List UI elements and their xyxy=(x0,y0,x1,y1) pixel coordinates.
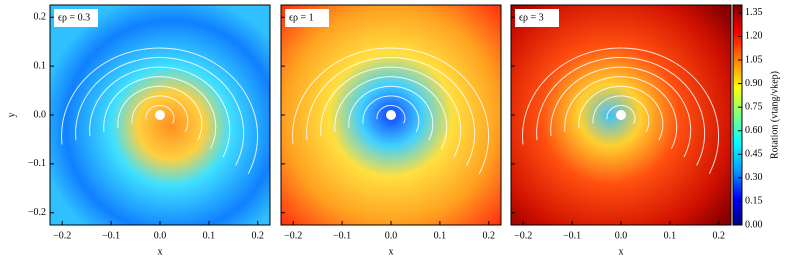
x-axis-label: x xyxy=(158,246,163,257)
x-tick-label: 0.1 xyxy=(434,230,447,241)
x-axis-label: x xyxy=(619,246,624,257)
x-tick-label: 0.2 xyxy=(713,230,726,241)
colorbar-tick-label: 0.30 xyxy=(745,172,763,183)
colorbar-label: Rotation (vtang/vkep) xyxy=(769,71,780,159)
colorbar-tick-label: 0.45 xyxy=(745,149,763,160)
colorbar-tick-label: 0.75 xyxy=(745,101,763,112)
streamline xyxy=(606,104,636,124)
x-tick-label: −0.2 xyxy=(284,230,302,241)
x-tick-label: −0.1 xyxy=(563,230,581,241)
streamline xyxy=(550,66,692,158)
panel-label: ϵρ = 3 xyxy=(519,12,544,23)
center-dot xyxy=(616,110,626,120)
x-tick-label: 0.0 xyxy=(154,230,167,241)
x-tick-label: 0.1 xyxy=(664,230,677,241)
panel-label: ϵρ = 1 xyxy=(289,12,314,23)
streamline xyxy=(131,95,189,133)
x-tick-label: 0.2 xyxy=(252,230,265,241)
colorbar-tick-label: 0.90 xyxy=(745,78,763,89)
streamline xyxy=(592,95,650,133)
panel-label-box xyxy=(54,9,98,27)
streamline xyxy=(292,47,490,175)
streamline xyxy=(348,85,434,141)
colorbar-tick-label: 1.05 xyxy=(745,54,763,65)
colorbar-tick-label: 1.20 xyxy=(745,31,763,42)
x-tick-label: −0.2 xyxy=(53,230,71,241)
streamline xyxy=(61,47,259,175)
y-tick-label: 0.1 xyxy=(34,60,47,71)
x-tick-label: −0.2 xyxy=(514,230,532,241)
x-tick-label: 0.1 xyxy=(203,230,216,241)
colorbar-tick-label: 0.15 xyxy=(745,196,763,207)
streamline xyxy=(522,47,720,175)
y-tick-label: −0.1 xyxy=(28,158,46,169)
streamline xyxy=(145,104,175,124)
panel-label: ϵρ = 0.3 xyxy=(58,12,90,23)
x-tick-label: −0.1 xyxy=(102,230,120,241)
x-tick-label: −0.1 xyxy=(333,230,351,241)
streamline xyxy=(89,66,231,158)
streamline xyxy=(306,57,476,166)
colorbar-tick-label: 0.60 xyxy=(745,125,763,136)
x-tick-label: 0.0 xyxy=(385,230,398,241)
streamline xyxy=(320,66,462,158)
colorbar-tick-label: 1.35 xyxy=(745,7,763,18)
center-dot xyxy=(155,110,165,120)
y-tick-label: −0.2 xyxy=(28,207,46,218)
y-tick-label: 0.0 xyxy=(34,109,47,120)
streamline xyxy=(117,85,203,141)
x-axis-label: x xyxy=(389,246,394,257)
streamline xyxy=(334,76,448,149)
streamline xyxy=(103,76,217,149)
y-axis-label: y xyxy=(6,113,17,118)
colorbar xyxy=(732,4,743,226)
streamline xyxy=(75,57,245,166)
streamline xyxy=(564,76,678,149)
streamline xyxy=(362,95,420,133)
panel-label-box xyxy=(285,9,329,27)
streamline xyxy=(376,104,406,124)
panel-label-box xyxy=(515,9,559,27)
center-dot xyxy=(386,110,396,120)
streamline xyxy=(536,57,706,166)
x-tick-label: 0.2 xyxy=(483,230,496,241)
x-tick-label: 0.0 xyxy=(615,230,628,241)
streamline xyxy=(578,85,664,141)
y-tick-label: 0.2 xyxy=(34,12,47,23)
colorbar-tick-label: 0.00 xyxy=(745,219,763,230)
